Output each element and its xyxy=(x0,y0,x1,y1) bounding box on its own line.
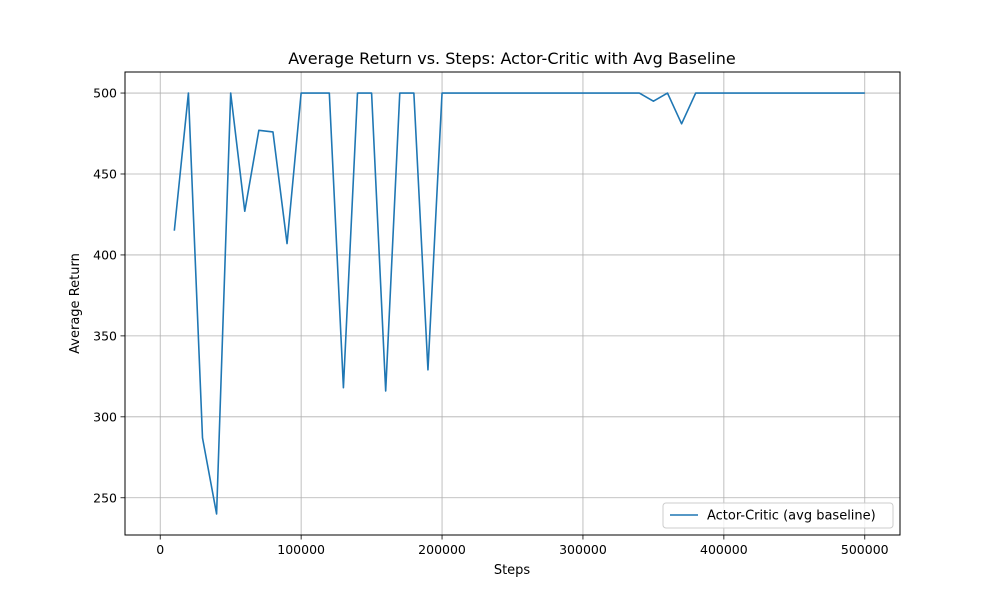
y-tick-label: 300 xyxy=(93,409,117,424)
ticks-layer: 0 100000 200000 300000 400000 500000 250 300 350… xyxy=(93,86,889,557)
x-tick-label: 300000 xyxy=(559,542,607,557)
series-line xyxy=(173,92,865,515)
grid-lines xyxy=(125,72,900,535)
y-tick-label: 450 xyxy=(93,166,117,181)
x-axis-label: Steps xyxy=(494,563,531,578)
plot-frame xyxy=(124,71,901,536)
y-axis-label: Average Return xyxy=(68,253,83,354)
chart-title: Average Return vs. Steps: Actor-Critic w… xyxy=(288,49,735,68)
y-tick-label: 350 xyxy=(93,328,117,343)
legend-label: Actor-Critic (avg baseline) xyxy=(707,509,876,524)
x-tick-label: 400000 xyxy=(700,542,748,557)
x-tick-label: 0 xyxy=(156,542,164,557)
y-tick-label: 500 xyxy=(93,86,117,101)
x-tick-label: 200000 xyxy=(418,542,466,557)
y-tick-label: 250 xyxy=(93,490,117,505)
y-tick-label: 400 xyxy=(93,247,117,262)
x-tick-label: 100000 xyxy=(277,542,325,557)
x-tick-label: 500000 xyxy=(841,542,889,557)
legend-box xyxy=(662,502,894,529)
data-layer xyxy=(173,92,865,515)
legend: Actor-Critic (avg baseline) xyxy=(662,502,894,529)
